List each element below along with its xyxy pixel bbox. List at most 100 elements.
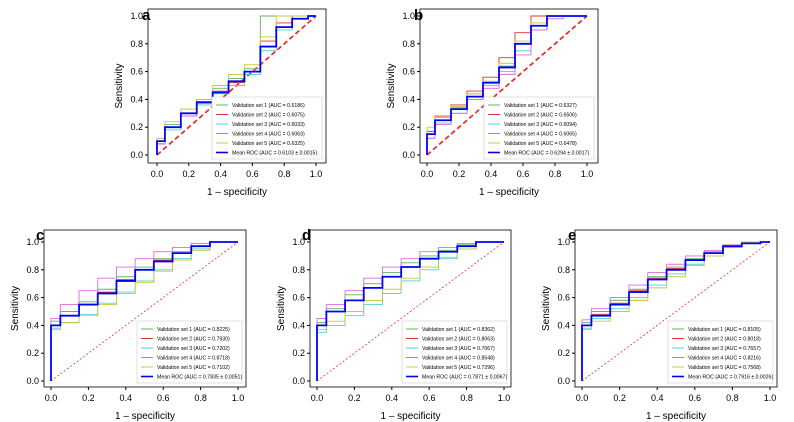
legend-box [136, 320, 243, 384]
y-tick-label: 1.0 [292, 237, 305, 247]
x-tick-label: 0.0 [151, 169, 164, 179]
y-tick-label: 0.8 [557, 265, 570, 275]
y-axis-label: Sensitivity [541, 286, 552, 331]
panel-a: a0.0 0.2 0.4 0.6 0.8 1.00.00.20.40.60.81.01 –… [114, 7, 327, 198]
y-tick-label: 0.8 [292, 265, 305, 275]
y-tick-label: 0.2 [26, 348, 39, 358]
y-axis-label: Sensitivity [114, 63, 125, 108]
legend-entry: Validation set 2 (AUC = 0.8063) [422, 337, 495, 343]
x-tick-label: 0.6 [157, 393, 170, 403]
x-tick-label: 0.4 [120, 393, 133, 403]
legend-box [401, 320, 508, 384]
x-axis-label: 1 – specificity [380, 411, 440, 422]
x-tick-label: 0.6 [689, 393, 702, 403]
legend-entry: Validation set 3 (AUC = 0.7657) [688, 346, 761, 352]
mean-roc-line [426, 15, 587, 155]
y-tick-label: 0.8 [130, 39, 143, 49]
y-tick-label: 1.0 [557, 237, 570, 247]
y-tick-label: 0.2 [557, 348, 570, 358]
y-tick-label: 1.0 [130, 11, 143, 21]
x-tick-label: 0.0 [421, 169, 434, 179]
legend-entry: Validation set 5 (AUC = 0.6325) [232, 141, 305, 147]
x-tick-label: 0.2 [183, 169, 196, 179]
y-tick-label: 0.0 [402, 150, 415, 160]
legend-entry: Validation set 2 (AUC = 0.7930) [157, 337, 230, 343]
x-tick-label: 0.6 [423, 393, 436, 403]
y-tick-label: 0.6 [130, 67, 143, 77]
y-tick-label: 0.8 [26, 265, 39, 275]
legend-entry: Validation set 2 (AUC = 0.8018) [688, 337, 761, 343]
legend-entry: Validation set 4 (AUC = 0.6065) [504, 132, 577, 138]
y-tick-label: 0.4 [402, 94, 415, 104]
panel-d: d 0.0 0.2 0.4 0.6 0.8 1.0 0.0 0.2 0.4 0.6 0.8 1.0 1 –… [276, 227, 512, 422]
x-tick-label: 0.4 [214, 169, 227, 179]
x-tick-label: 0.0 [45, 393, 58, 403]
y-tick-label: 0.4 [26, 320, 39, 330]
panel-b: b0.0 0.2 0.4 0.6 0.8 1.00.00.20.40.60.81.01 –… [386, 7, 599, 198]
mean-roc-line [156, 15, 316, 155]
legend-box [211, 96, 323, 160]
y-axis-label: Sensitivity [386, 63, 397, 108]
legend-entry: Mean ROC (AUC = 0.7916 ± 0.0026) [688, 375, 773, 381]
panel-c: c 0.0 0.2 0.4 0.6 0.8 1.0 0.0 0.2 0.4 0.6 0.8 1.0 1 –… [10, 227, 247, 422]
y-tick-label: 0.6 [557, 293, 570, 303]
x-tick-label: 0.6 [246, 169, 259, 179]
legend-entry: Validation set 5 (AUC = 0.7568) [688, 365, 761, 371]
legend-entry: Mean ROC (AUC = 0.7835 ± 0.0051) [157, 375, 242, 381]
y-axis-label: Sensitivity [276, 286, 287, 331]
mean-roc-line [50, 241, 238, 381]
legend-entry: Validation set 3 (AUC = 0.7067) [422, 346, 495, 352]
x-tick-label: 1.0 [232, 393, 245, 403]
y-tick-label: 1.0 [26, 237, 39, 247]
legend-entry: Validation set 4 (AUC = 0.6063) [232, 132, 305, 138]
legend-entry: Validation set 4 (AUC = 0.8718) [157, 356, 230, 362]
validation-roc-line [316, 241, 504, 381]
x-tick-label: 0.4 [651, 393, 664, 403]
legend-entry: Validation set 1 (AUC = 0.8362) [422, 327, 495, 333]
legend-entry: Validation set 5 (AUC = 0.6478) [504, 141, 577, 147]
y-axis-label: Sensitivity [10, 286, 21, 331]
legend-entry: Mean ROC (AUC = 0.6294 ± 0.0017) [504, 151, 589, 157]
legend-box [667, 320, 774, 384]
y-tick-label: 0.0 [557, 376, 570, 386]
x-axis-label: 1 – specificity [479, 187, 539, 198]
y-tick-label: 0.0 [26, 376, 39, 386]
x-tick-label: 0.8 [278, 169, 291, 179]
x-axis-label: 1 – specificity [646, 411, 706, 422]
axes-frame [147, 8, 327, 164]
x-tick-label: 0.6 [517, 169, 530, 179]
x-axis-label: 1 – specificity [207, 187, 267, 198]
y-tick-label: 0.6 [26, 293, 39, 303]
legend-entry: Validation set 4 (AUC = 0.8216) [688, 356, 761, 362]
chance-diagonal [426, 15, 588, 156]
legend-box [483, 96, 595, 160]
legend-entry: Validation set 3 (AUC = 0.6094) [504, 122, 577, 128]
x-tick-label: 0.8 [726, 393, 739, 403]
panel-label: d [302, 227, 311, 244]
x-tick-label: 0.2 [348, 393, 361, 403]
chance-diagonal [50, 241, 239, 382]
x-tick-label: 1.0 [498, 393, 511, 403]
x-tick-label: 0.8 [194, 393, 207, 403]
y-tick-label: 1.0 [402, 11, 415, 21]
y-tick-label: 0.2 [292, 348, 305, 358]
y-tick-label: 0.2 [130, 122, 143, 132]
x-tick-label: 1.0 [581, 169, 594, 179]
axes-frame [574, 229, 778, 388]
x-tick-label: 0.2 [82, 393, 95, 403]
x-tick-label: 0.8 [460, 393, 473, 403]
y-tick-label: 0.4 [130, 94, 143, 104]
y-tick-label: 0.0 [130, 150, 143, 160]
legend-entry: Validation set 5 (AUC = 0.7296) [422, 365, 495, 371]
legend-entry: Validation set 1 (AUC = 0.6327) [504, 103, 577, 109]
chance-diagonal [316, 241, 505, 382]
x-tick-label: 0.2 [453, 169, 466, 179]
y-tick-label: 0.0 [292, 376, 305, 386]
x-tick-label: 0.8 [549, 169, 562, 179]
axes-frame [419, 8, 599, 164]
x-axis-label: 1 – specificity [115, 411, 175, 422]
y-tick-label: 0.6 [402, 67, 415, 77]
panel-label: e [568, 227, 576, 244]
legend-entry: Validation set 1 (AUC = 0.8225) [157, 327, 230, 333]
